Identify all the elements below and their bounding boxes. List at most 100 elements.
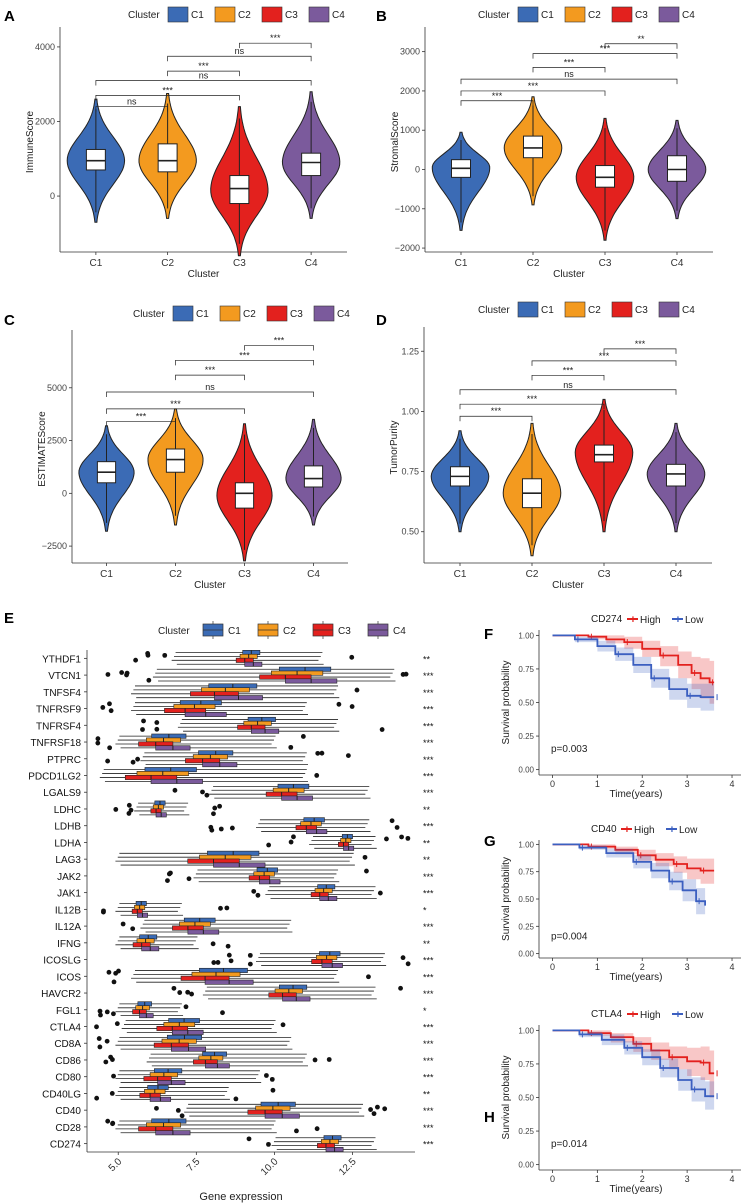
significance-label: *** [423,1073,434,1083]
legend-marker-high: + [630,1009,636,1021]
outlier-point [146,677,152,683]
outlier-point [96,1036,102,1041]
outlier-point [399,834,404,840]
outlier-point [314,773,320,778]
outlier-point [312,1057,318,1063]
y-axis-label: TumorPurity [389,420,400,474]
y-tick-label: 2000 [35,116,55,126]
gene-row-cd274: CD274 *** [50,1135,434,1152]
x-tick-label: 3 [685,962,690,972]
km-curve-low [552,1029,715,1098]
legend-marker-high: + [630,614,636,626]
outlier-point [288,744,294,750]
x-tick-label: C3 [598,569,611,580]
comparison-bracket [460,100,534,106]
legend-label-c4: C4 [337,309,350,320]
legend-item-c4: C4 [367,621,406,639]
gene-label: TNFRSF4 [36,721,81,732]
comparison-label: *** [136,412,147,422]
legend-swatch-c2 [219,305,241,322]
gene-label: PTPRC [47,755,81,766]
legend-title: Cluster [128,10,160,21]
outlier-point [94,1095,100,1101]
outlier-point [215,960,221,965]
x-axis-label: Cluster [188,269,220,280]
y-tick-label: 0.00 [518,1161,534,1170]
y-axis-label: Survival probability [501,857,512,941]
legend-swatch-c2 [214,6,236,23]
outlier-point [94,1024,99,1030]
outlier-point [264,1073,269,1078]
significance-label: *** [423,1023,434,1033]
outlier-point [210,941,216,947]
box-iqr [165,448,186,473]
y-tick-label: 5000 [47,383,67,393]
x-axis-label: Cluster [552,580,584,591]
comparison-label: *** [492,91,503,101]
significance-label: *** [423,688,434,698]
y-tick-label: 0.75 [401,467,419,477]
outlier-point [217,803,223,809]
outlier-point [105,672,111,677]
x-tick-label: 7.5 [185,1156,203,1174]
significance-label: ** [423,1089,431,1099]
comparison-label: *** [162,85,173,95]
x-tick-label: C2 [527,258,540,269]
significance-label: *** [423,922,434,932]
gene-row-lag3: LAG3 ** [55,850,431,868]
significance-label: *** [423,671,434,681]
comparison-label: ns [205,382,215,392]
gene-row-vtcn1: VTCN1 *** [48,666,434,684]
y-tick-label: 1.00 [401,406,419,416]
gene-label: CD40 [55,1106,81,1117]
outlier-point [126,802,132,808]
comparison-bracket [175,374,245,381]
panel-letter-a: A [4,8,15,25]
legend-label-c1: C1 [228,626,241,637]
legend-swatch-c1 [517,6,539,23]
x-tick-label: C4 [670,569,683,580]
legend-swatch-c1 [167,6,189,23]
significance-label: * [423,905,427,915]
comparison-bracket [244,345,314,351]
panel-b: B Cluster C1 C2 C3 C4 −2000 −1000 0 1000 2000 3000 C… [376,6,713,280]
panel-c: C Cluster C1 C2 C3 C4 −2500 0 2500 5000 C1 C2 C3 C4 Cl… [4,305,350,591]
panel-letter-f: F [484,626,493,643]
outlier-point [225,943,231,949]
x-tick-label: C2 [169,569,182,580]
outlier-point [107,745,113,751]
comparison-bracket [532,53,678,59]
outlier-point [349,654,355,660]
gene-label: LGALS9 [43,788,81,799]
box-iqr [303,465,324,488]
panel-f: F CD274 + High + Low 0.00 0.25 0.50 0.75 1.00 0 1 2 3 4… [484,614,741,800]
y-tick-label: 0.50 [518,1094,534,1103]
outlier-point [362,854,368,860]
outlier-point [128,807,134,813]
significance-label: *** [423,721,434,731]
significance-label: *** [423,989,434,999]
gene-row-icos: ICOS *** [57,967,434,985]
outlier-point [400,955,406,961]
outlier-point [179,1113,185,1119]
panel-letter-h: H [484,1109,495,1126]
comparison-label: *** [599,351,610,361]
x-tick-label: 10.0 [259,1156,281,1178]
outlier-point [211,811,216,817]
outlier-point [300,734,306,739]
comparison-label: ns [199,70,209,80]
outlier-point [133,657,139,663]
y-axis-label: ImmuneScore [25,110,36,173]
gene-label: TNFSF4 [43,688,81,699]
outlier-point [101,908,106,914]
gene-row-jak2: JAK2 *** [57,867,434,885]
comparison-bracket [459,403,605,410]
significance-label: *** [423,1056,434,1066]
outlier-point [165,878,170,883]
outlier-point [141,718,146,724]
outlier-point [172,787,178,793]
y-tick-label: 1.00 [518,631,534,640]
panel-d: D Cluster C1 C2 C3 C4 0.50 0.75 1.00 1.25 C1 C2 C3 C4… [376,301,712,591]
x-tick-label: 0 [550,1174,555,1184]
gene-row-ythdf1: YTHDF1 ** [42,650,431,667]
